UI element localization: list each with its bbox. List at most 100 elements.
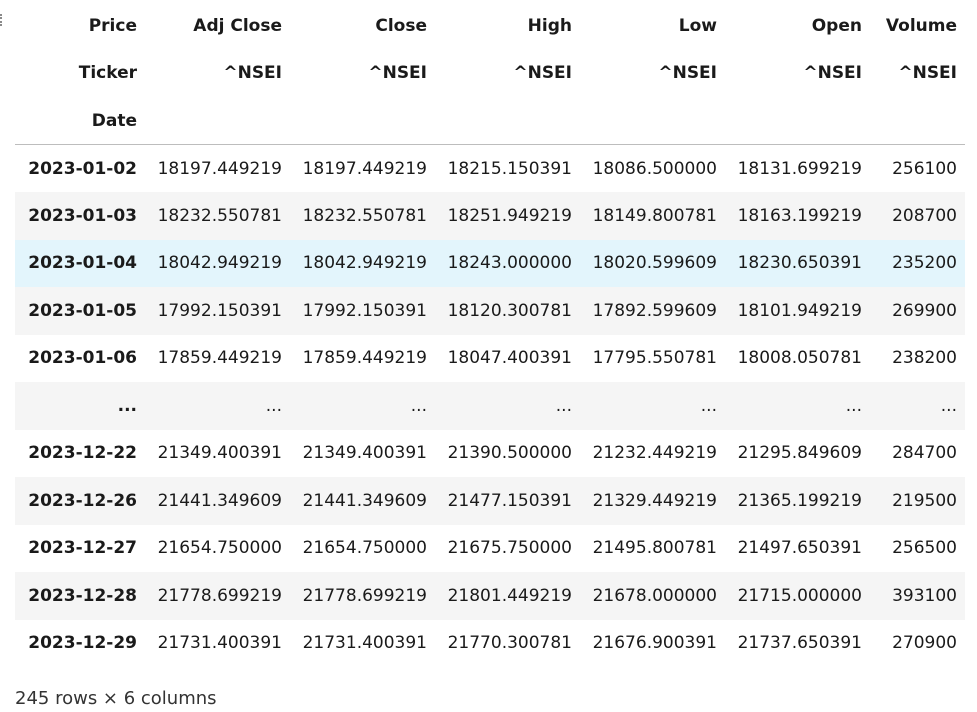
column-header xyxy=(725,97,870,145)
table-cell: 238200 xyxy=(892,348,957,369)
table-cell: 17892.599609 xyxy=(580,287,725,335)
table-cell: 18086.500000 xyxy=(592,158,717,179)
column-header xyxy=(870,97,965,145)
table-cell: 208700 xyxy=(870,192,965,240)
table-cell: 18251.949219 xyxy=(435,192,580,240)
table-row: 2023-01-03 18232.550781 18232.550781 182… xyxy=(15,192,965,240)
table-cell: 235200 xyxy=(870,239,965,287)
row-index: 2023-01-03 xyxy=(15,192,145,240)
table-cell: 18232.550781 xyxy=(145,192,290,240)
table-cell: 17992.150391 xyxy=(290,287,435,335)
table-cell: ... xyxy=(870,382,965,430)
table-cell: 21441.349609 xyxy=(145,477,290,525)
row-index: ... xyxy=(15,382,145,430)
table-cell: 21441.349609 xyxy=(290,477,435,525)
column-header xyxy=(290,97,435,145)
table-cell: 21295.849609 xyxy=(737,443,862,464)
dataframe-table: Price Adj Close Close High Low Open Volu… xyxy=(15,2,965,667)
table-cell: 256100 xyxy=(892,158,957,179)
column-header: High xyxy=(527,15,572,36)
table-cell: 21477.150391 xyxy=(435,477,580,525)
table-row: 2023-12-26 21441.349609 21441.349609 214… xyxy=(15,477,965,525)
table-cell: 18131.699219 xyxy=(737,158,862,179)
table-cell: 21365.199219 xyxy=(725,477,870,525)
table-cell: 18020.599609 xyxy=(580,239,725,287)
table-cell: 21801.449219 xyxy=(435,572,580,620)
table-cell: ... xyxy=(290,382,435,430)
table-cell: 21232.449219 xyxy=(592,443,717,464)
column-header xyxy=(580,97,725,145)
row-index: 2023-12-29 xyxy=(28,633,137,654)
table-cell: ... xyxy=(580,382,725,430)
table-cell: ... xyxy=(435,382,580,430)
dataframe-output: Price Adj Close Close High Low Open Volu… xyxy=(15,2,977,667)
column-header: ^NSEI xyxy=(223,63,282,84)
table-cell: 21770.300781 xyxy=(447,633,572,654)
table-cell: 21349.400391 xyxy=(157,443,282,464)
table-row: 2023-01-06 17859.449219 17859.449219 180… xyxy=(15,335,965,383)
table-row: 2023-12-28 21778.699219 21778.699219 218… xyxy=(15,572,965,620)
table-cell: 21731.400391 xyxy=(302,633,427,654)
row-index: 2023-01-02 xyxy=(28,158,137,179)
table-row-hovered: 2023-01-04 18042.949219 18042.949219 182… xyxy=(15,239,965,287)
table-cell: 18101.949219 xyxy=(725,287,870,335)
column-header: ^NSEI xyxy=(368,63,427,84)
table-cell: 21778.699219 xyxy=(290,572,435,620)
header-row-ticker: Ticker ^NSEI ^NSEI ^NSEI ^NSEI ^NSEI ^NS… xyxy=(15,50,965,98)
column-header: Open xyxy=(811,15,862,36)
row-index: 2023-01-04 xyxy=(15,239,145,287)
table-cell: 18008.050781 xyxy=(737,348,862,369)
column-header: ^NSEI xyxy=(803,63,862,84)
table-cell: 18047.400391 xyxy=(447,348,572,369)
table-row: 2023-12-27 21654.750000 21654.750000 216… xyxy=(15,525,965,573)
table-cell: 21778.699219 xyxy=(145,572,290,620)
table-cell: 18163.199219 xyxy=(725,192,870,240)
table-cell: 21715.000000 xyxy=(725,572,870,620)
dataframe-shape-summary: 245 rows × 6 columns xyxy=(15,688,217,709)
table-row: 2023-01-02 18197.449219 18197.449219 182… xyxy=(15,145,965,193)
table-row: 2023-12-22 21349.400391 21349.400391 213… xyxy=(15,430,965,478)
table-cell: ... xyxy=(145,382,290,430)
index-name: Date xyxy=(15,97,145,145)
table-cell: 17795.550781 xyxy=(592,348,717,369)
table-cell: 256500 xyxy=(892,538,957,559)
column-header: ^NSEI xyxy=(513,63,572,84)
row-index: 2023-01-05 xyxy=(15,287,145,335)
column-header: ^NSEI xyxy=(658,63,717,84)
row-index: 2023-12-28 xyxy=(15,572,145,620)
column-header xyxy=(145,97,290,145)
column-header: ^NSEI xyxy=(898,63,957,84)
table-cell: 18042.949219 xyxy=(145,239,290,287)
table-cell: 18230.650391 xyxy=(725,239,870,287)
table-cell: 17859.449219 xyxy=(302,348,427,369)
table-cell: 269900 xyxy=(870,287,965,335)
table-cell: 18120.300781 xyxy=(435,287,580,335)
table-cell: 18197.449219 xyxy=(302,158,427,179)
table-cell: 219500 xyxy=(870,477,965,525)
row-index: 2023-12-26 xyxy=(15,477,145,525)
table-cell: 270900 xyxy=(892,633,957,654)
table-cell: 21676.900391 xyxy=(592,633,717,654)
table-cell: 18197.449219 xyxy=(157,158,282,179)
table-cell: 21390.500000 xyxy=(447,443,572,464)
header-row-price: Price Adj Close Close High Low Open Volu… xyxy=(15,2,965,50)
column-header xyxy=(435,97,580,145)
column-header: Adj Close xyxy=(193,15,282,36)
table-cell: ... xyxy=(725,382,870,430)
table-cell: 21329.449219 xyxy=(580,477,725,525)
table-cell: 18243.000000 xyxy=(435,239,580,287)
column-header: Low xyxy=(678,15,717,36)
cell-collapse-handle[interactable] xyxy=(0,14,5,26)
header-level-label: Ticker xyxy=(78,63,137,84)
table-cell: 284700 xyxy=(892,443,957,464)
table-header: Price Adj Close Close High Low Open Volu… xyxy=(15,2,965,145)
table-row: 2023-01-05 17992.150391 17992.150391 181… xyxy=(15,287,965,335)
table-cell: 18232.550781 xyxy=(290,192,435,240)
table-cell: 21737.650391 xyxy=(737,633,862,654)
column-header: Close xyxy=(375,15,427,36)
table-cell: 21675.750000 xyxy=(447,538,572,559)
table-cell: 21497.650391 xyxy=(737,538,862,559)
table-cell: 17992.150391 xyxy=(145,287,290,335)
table-cell: 17859.449219 xyxy=(157,348,282,369)
table-cell: 21654.750000 xyxy=(302,538,427,559)
